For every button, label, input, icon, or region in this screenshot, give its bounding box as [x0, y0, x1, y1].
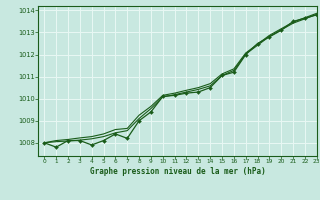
X-axis label: Graphe pression niveau de la mer (hPa): Graphe pression niveau de la mer (hPa) [90, 167, 266, 176]
